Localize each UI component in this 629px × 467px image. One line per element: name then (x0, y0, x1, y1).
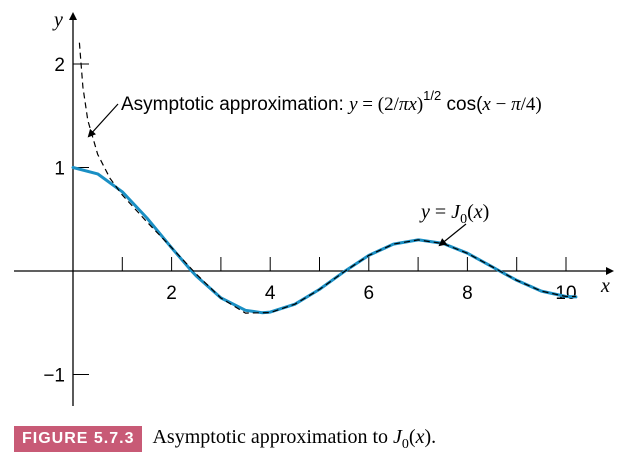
y-tick-label--1: −1 (43, 366, 65, 387)
pointer-bessel (438, 223, 467, 247)
chart: 2 4 6 8 10 2 1 −1 y x Asymptotic approximation:… (14, 9, 614, 406)
y-axis-label: y (52, 9, 63, 31)
axes (14, 12, 614, 406)
x-tick-label-2: 2 (166, 283, 177, 304)
x-axis-label: x (600, 275, 610, 297)
x-tick-label-8: 8 (462, 283, 473, 304)
series-bessel-j0 (71, 166, 578, 315)
series-asymptotic-approximation (78, 42, 576, 314)
labels: y x Asymptotic approximation: y = (2/πx)… (52, 9, 610, 297)
x-tick-label-4: 4 (265, 283, 276, 304)
annotation-asymptotic: Asymptotic approximation: y = (2/πx)1/2 … (121, 88, 542, 115)
pointer-asymptotic (87, 103, 119, 138)
figure-label: FIGURE 5.7.3 (14, 426, 143, 452)
figure-caption-text: Asymptotic approximation to J0(x). (152, 425, 437, 452)
ticks: 2 4 6 8 10 2 1 −1 (43, 55, 576, 387)
x-tick-label-6: 6 (364, 283, 375, 304)
y-tick-label-1: 1 (54, 159, 65, 180)
figure-caption: FIGURE 5.7.3 Asymptotic approximation to… (14, 424, 436, 454)
y-tick-label-2: 2 (54, 55, 65, 76)
annotation-pointers (87, 103, 467, 247)
x-tick-label-10: 10 (555, 283, 576, 304)
annotation-bessel: y = J0(x) (419, 201, 489, 227)
series-group (71, 42, 578, 315)
